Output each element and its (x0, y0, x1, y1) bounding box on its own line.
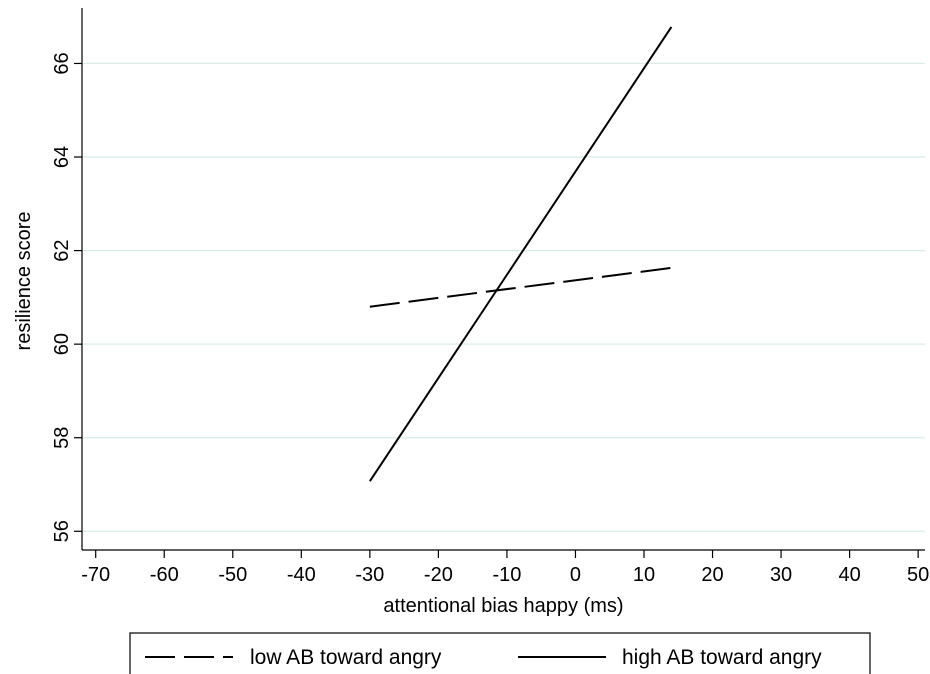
y-tick-label: 66 (51, 52, 73, 74)
x-tick-label: 50 (907, 564, 929, 586)
y-axis-title: resilience score (13, 212, 35, 351)
x-axis-title: attentional bias happy (ms) (383, 595, 623, 617)
y-tick-label: 56 (51, 520, 73, 542)
axes (81, 8, 925, 551)
gridlines (82, 62, 925, 532)
x-tick-label: -40 (287, 564, 316, 586)
x-tick-label: 30 (770, 564, 792, 586)
series-line-low-ab (369, 266, 672, 308)
y-tick-label: 62 (51, 239, 73, 261)
legend-box (129, 632, 871, 674)
x-tick-label: -20 (424, 564, 453, 586)
x-tick-label: -60 (150, 564, 179, 586)
legend-label: high AB toward angry (622, 646, 822, 669)
x-tick-label: -10 (492, 564, 521, 586)
x-tick-label: 0 (570, 564, 581, 586)
legend-label: low AB toward angry (250, 646, 442, 669)
y-tick-label: 60 (51, 333, 73, 355)
x-tick-label: -50 (218, 564, 247, 586)
x-tick-label: 20 (701, 564, 723, 586)
legend: low AB toward angry high AB toward angry (129, 632, 871, 674)
series-line-high-ab (369, 26, 673, 482)
y-tick-label: 64 (51, 146, 73, 168)
x-tick-label: 40 (838, 564, 860, 586)
series-lines (369, 26, 673, 482)
x-tick-label: -70 (81, 564, 110, 586)
x-tick-label: -30 (355, 564, 384, 586)
y-tick-label: 58 (51, 427, 73, 449)
x-axis-ticks: -70 -60 -50 -40 -30 -20 -10 0 10 20 30 40 50 (81, 550, 929, 586)
y-axis-ticks: 56 58 60 62 64 66 (51, 52, 82, 542)
x-tick-label: 10 (633, 564, 655, 586)
